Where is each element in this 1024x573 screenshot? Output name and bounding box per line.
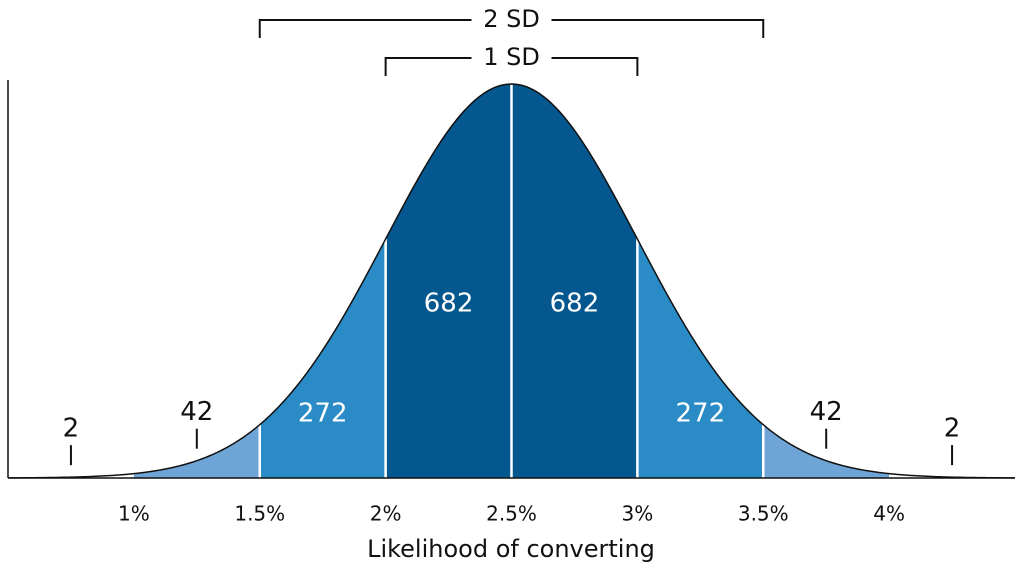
sd-label: 2 SD — [483, 5, 540, 33]
x-tick-label: 2% — [370, 502, 402, 526]
region-label: 42 — [810, 397, 843, 427]
x-tick-label: 3.5% — [738, 502, 789, 526]
curve — [7, 83, 1016, 479]
region — [8, 473, 134, 478]
region — [763, 424, 890, 478]
sd-bracket — [384, 57, 639, 76]
region-label: 272 — [298, 399, 348, 429]
region — [133, 424, 260, 478]
x-tick-label: 2.5% — [486, 502, 537, 526]
x-axis-label: Likelihood of converting — [367, 535, 655, 563]
x-tick-label: 3% — [622, 502, 654, 526]
region-label: 2 — [63, 414, 80, 444]
sd-label: 1 SD — [483, 43, 540, 71]
region-label: 682 — [550, 289, 600, 319]
x-tick-label: 4% — [873, 502, 905, 526]
x-tick-label: 1.5% — [234, 502, 285, 526]
region-label: 272 — [675, 399, 725, 429]
sd-bracket — [258, 19, 765, 38]
region — [511, 84, 638, 478]
region — [889, 473, 1015, 478]
region-label: 682 — [424, 289, 474, 319]
region-label: 2 — [944, 414, 961, 444]
region-label: 42 — [180, 397, 213, 427]
x-tick-label: 1% — [118, 502, 150, 526]
region — [385, 84, 512, 478]
